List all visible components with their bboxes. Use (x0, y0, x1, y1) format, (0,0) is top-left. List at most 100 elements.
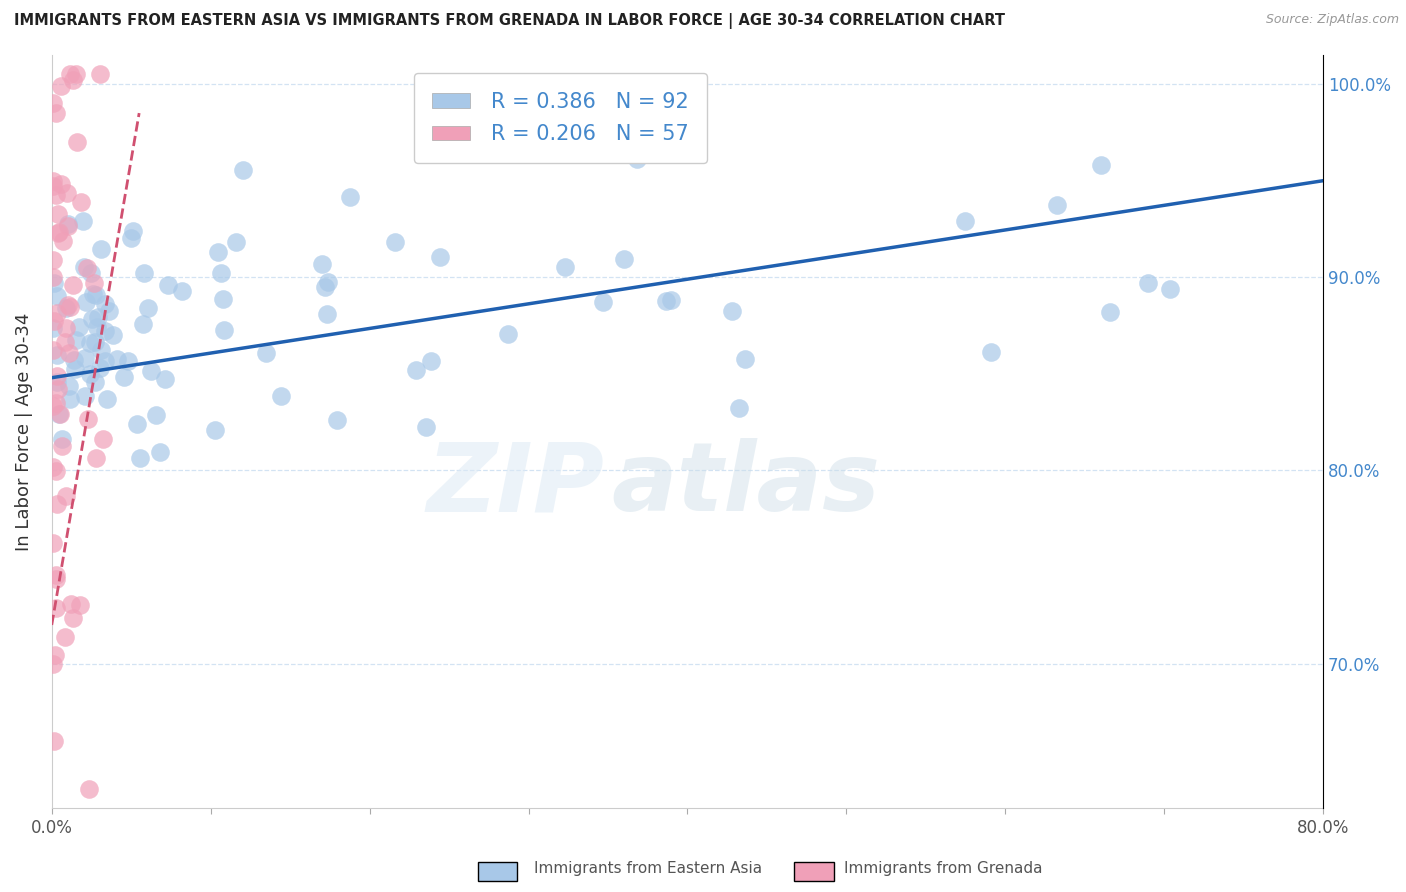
Point (58, 379, 80, 393)
Point (94, 324, 117, 338)
Point (62, 73, 84, 87)
Point (65, 334, 87, 348)
Point (73, 260, 96, 275)
Point (93, 354, 115, 368)
Point (721, 304, 744, 318)
Point (89, 67, 111, 81)
Point (59, 67, 82, 81)
Point (44, 648, 66, 662)
Point (56, 217, 79, 231)
Point (592, 294, 614, 309)
Point (45, 497, 67, 511)
Text: Immigrants from Grenada: Immigrants from Grenada (844, 861, 1042, 876)
Point (60, 597, 83, 611)
Point (53, 334, 76, 349)
Point (45, 106, 67, 120)
Point (45, 600, 67, 615)
Point (41, 399, 63, 413)
Point (83, 375, 105, 389)
Point (145, 409, 167, 423)
Point (626, 153, 648, 167)
Point (58, 219, 80, 234)
Point (48, 225, 70, 239)
Point (75, 294, 97, 309)
Point (83, 334, 105, 349)
Point (132, 266, 155, 280)
Point (55, 489, 77, 503)
Point (91, 432, 114, 446)
Point (55, 301, 77, 315)
Point (101, 327, 124, 342)
Point (52, 235, 75, 249)
Point (46, 368, 69, 383)
Point (82, 286, 104, 301)
Point (1136, 276, 1159, 290)
Point (129, 450, 152, 465)
Point (42, 174, 65, 188)
Point (170, 284, 193, 298)
Point (212, 292, 235, 306)
Point (953, 214, 976, 228)
Point (69, 598, 91, 612)
Point (84, 450, 107, 465)
Point (131, 318, 153, 332)
Point (339, 190, 361, 204)
Point (84, 287, 107, 301)
Point (63, 361, 86, 376)
Point (56, 186, 79, 200)
Point (42, 320, 65, 334)
Point (415, 420, 437, 434)
Point (58, 346, 80, 360)
Point (326, 412, 349, 426)
Point (49, 407, 72, 421)
Point (204, 423, 226, 437)
Point (41, 535, 63, 549)
Point (212, 323, 235, 337)
Point (46, 375, 69, 389)
Text: atlas: atlas (612, 438, 880, 531)
Text: IMMIGRANTS FROM EASTERN ASIA VS IMMIGRANTS FROM GRENADA IN LABOR FORCE | AGE 30-: IMMIGRANTS FROM EASTERN ASIA VS IMMIGRAN… (14, 13, 1005, 29)
Point (79, 336, 101, 351)
Point (90, 243, 112, 257)
Point (55, 321, 77, 335)
Point (89, 361, 111, 376)
Point (72, 213, 94, 227)
Point (48, 226, 70, 240)
Point (41, 343, 63, 357)
Point (49, 78, 72, 93)
Point (45, 568, 67, 582)
Point (46, 382, 69, 396)
Point (62, 611, 84, 625)
Point (153, 372, 176, 386)
Text: Source: ZipAtlas.com: Source: ZipAtlas.com (1265, 13, 1399, 27)
Point (112, 369, 135, 384)
Point (45, 572, 67, 586)
Point (980, 345, 1002, 359)
Point (83, 276, 105, 290)
Point (51, 432, 73, 446)
Point (67, 320, 90, 334)
Point (46, 306, 69, 320)
Point (659, 293, 682, 308)
Point (311, 257, 333, 271)
Point (59, 392, 82, 406)
Point (62, 277, 84, 292)
Point (207, 244, 229, 259)
Point (80, 266, 103, 280)
Point (48, 408, 70, 422)
Point (65, 67, 87, 81)
Point (63, 353, 86, 368)
Point (58, 301, 80, 315)
Point (122, 223, 145, 237)
Point (97, 304, 120, 318)
Point (139, 364, 162, 378)
Point (45, 464, 67, 478)
Point (316, 307, 339, 321)
Point (496, 326, 519, 341)
Point (316, 275, 339, 289)
Point (157, 278, 180, 293)
Point (41, 179, 63, 194)
Text: ZIP: ZIP (427, 438, 605, 531)
Point (41, 657, 63, 671)
Point (734, 351, 756, 366)
